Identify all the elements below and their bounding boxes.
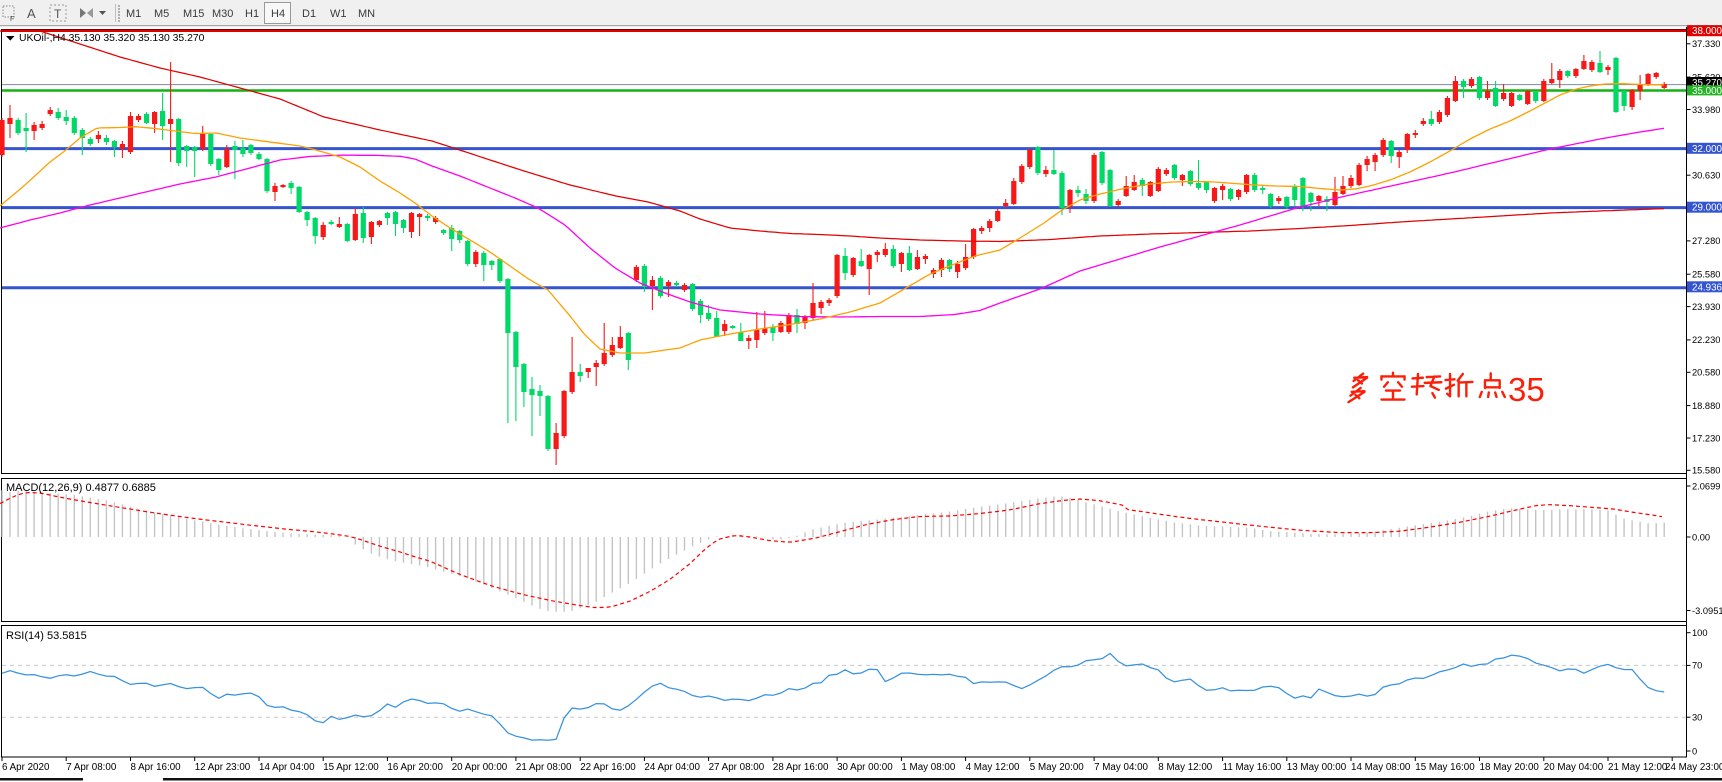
svg-text:35.000: 35.000 bbox=[1692, 86, 1722, 97]
svg-text:37.330: 37.330 bbox=[1692, 39, 1720, 49]
svg-text:29.000: 29.000 bbox=[1692, 203, 1722, 214]
svg-text:14 Apr 04:00: 14 Apr 04:00 bbox=[259, 762, 315, 773]
svg-text:0: 0 bbox=[1692, 746, 1697, 756]
svg-text:30 Apr 00:00: 30 Apr 00:00 bbox=[837, 762, 893, 773]
svg-text:23.930: 23.930 bbox=[1692, 302, 1720, 312]
svg-text:30: 30 bbox=[1692, 713, 1702, 723]
svg-text:MACD(12,26,9) 0.4877 0.6885: MACD(12,26,9) 0.4877 0.6885 bbox=[6, 482, 156, 494]
svg-text:24 Apr 04:00: 24 Apr 04:00 bbox=[644, 762, 700, 773]
svg-text:30.630: 30.630 bbox=[1692, 171, 1720, 181]
svg-text:UKOil-,H4 35.130 35.320 35.13: UKOil-,H4 35.130 35.320 35.130 35.270 bbox=[19, 33, 205, 44]
svg-text:24 May 23:00: 24 May 23:00 bbox=[1665, 762, 1722, 773]
svg-text:15 May 16:00: 15 May 16:00 bbox=[1415, 762, 1475, 773]
svg-text:H1: H1 bbox=[245, 8, 259, 20]
svg-text:2.0699: 2.0699 bbox=[1692, 481, 1720, 491]
svg-text:35.270: 35.270 bbox=[1692, 78, 1722, 89]
svg-text:18.880: 18.880 bbox=[1692, 401, 1720, 411]
svg-text:4 May 12:00: 4 May 12:00 bbox=[966, 762, 1020, 773]
svg-text:14 May 08:00: 14 May 08:00 bbox=[1351, 762, 1411, 773]
svg-text:-3.0951: -3.0951 bbox=[1692, 606, 1722, 616]
svg-text:7 May 04:00: 7 May 04:00 bbox=[1094, 762, 1148, 773]
svg-text:27 Apr 08:00: 27 Apr 08:00 bbox=[709, 762, 765, 773]
svg-text:24.936: 24.936 bbox=[1692, 282, 1722, 293]
svg-text:8 May 12:00: 8 May 12:00 bbox=[1158, 762, 1212, 773]
svg-text:21 May 12:00: 21 May 12:00 bbox=[1608, 762, 1668, 773]
svg-text:11 May 16:00: 11 May 16:00 bbox=[1223, 762, 1282, 773]
svg-text:D1: D1 bbox=[302, 8, 316, 20]
svg-text:T: T bbox=[54, 7, 62, 21]
svg-text:22.230: 22.230 bbox=[1692, 335, 1720, 345]
svg-text:100: 100 bbox=[1692, 628, 1708, 638]
svg-text:15 Apr 12:00: 15 Apr 12:00 bbox=[323, 762, 379, 773]
svg-text:W1: W1 bbox=[330, 8, 347, 20]
svg-text:21 Apr 08:00: 21 Apr 08:00 bbox=[516, 762, 572, 773]
svg-text:7 Apr 08:00: 7 Apr 08:00 bbox=[66, 762, 117, 773]
svg-text:6 Apr 2020: 6 Apr 2020 bbox=[2, 762, 50, 773]
svg-text:32.000: 32.000 bbox=[1692, 144, 1722, 155]
svg-text:1 May 08:00: 1 May 08:00 bbox=[901, 762, 955, 773]
svg-text:RSI(14) 53.5815: RSI(14) 53.5815 bbox=[6, 630, 87, 642]
svg-text:35: 35 bbox=[1508, 371, 1545, 408]
svg-text:38.000: 38.000 bbox=[1692, 26, 1722, 37]
svg-text:MN: MN bbox=[358, 8, 375, 20]
svg-text:12 Apr 23:00: 12 Apr 23:00 bbox=[195, 762, 251, 773]
svg-text:22 Apr 16:00: 22 Apr 16:00 bbox=[580, 762, 636, 773]
svg-text:20 Apr 00:00: 20 Apr 00:00 bbox=[452, 762, 508, 773]
svg-text:28 Apr 16:00: 28 Apr 16:00 bbox=[773, 762, 829, 773]
svg-text:70: 70 bbox=[1692, 661, 1702, 671]
svg-text:M15: M15 bbox=[183, 8, 204, 20]
svg-text:18 May 20:00: 18 May 20:00 bbox=[1480, 762, 1540, 773]
svg-text:A: A bbox=[27, 6, 36, 21]
svg-text:M5: M5 bbox=[154, 8, 169, 20]
svg-text:20 May 04:00: 20 May 04:00 bbox=[1544, 762, 1604, 773]
svg-text:15.580: 15.580 bbox=[1692, 466, 1720, 476]
svg-text:33.980: 33.980 bbox=[1692, 105, 1720, 115]
svg-text:27.280: 27.280 bbox=[1692, 236, 1720, 246]
svg-text:5 May 20:00: 5 May 20:00 bbox=[1030, 762, 1084, 773]
svg-text:25.580: 25.580 bbox=[1692, 270, 1720, 280]
svg-text:17.230: 17.230 bbox=[1692, 433, 1720, 443]
svg-text:H4: H4 bbox=[271, 8, 285, 20]
svg-text:8 Apr 16:00: 8 Apr 16:00 bbox=[131, 762, 182, 773]
svg-text:20.580: 20.580 bbox=[1692, 368, 1720, 378]
svg-text:16 Apr 20:00: 16 Apr 20:00 bbox=[387, 762, 443, 773]
svg-text:F: F bbox=[10, 16, 14, 23]
svg-text:0.00: 0.00 bbox=[1692, 532, 1710, 542]
svg-text:M30: M30 bbox=[212, 8, 233, 20]
svg-text:13 May 00:00: 13 May 00:00 bbox=[1287, 762, 1347, 773]
svg-text:M1: M1 bbox=[126, 8, 141, 20]
